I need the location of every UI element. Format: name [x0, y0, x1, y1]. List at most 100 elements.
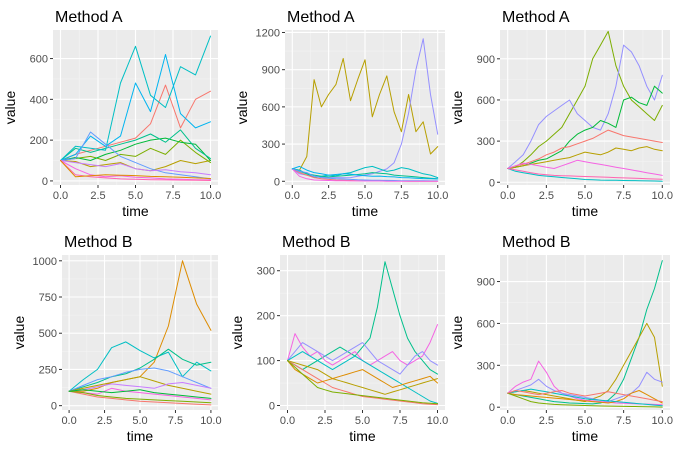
series-line-10	[60, 160, 211, 181]
y-tick-label: 100	[257, 356, 275, 368]
panel-4: 0.0 2.5 5.0 7.5 10.0 0 250 500 750 1000 Method B ti…	[11, 234, 222, 444]
chart-title: Method A	[502, 9, 570, 26]
series-group	[60, 35, 211, 181]
y-tick-label: 900	[262, 65, 280, 77]
series-line-9	[60, 160, 211, 176]
series-line-6	[60, 35, 211, 161]
chart-title: Method B	[64, 234, 132, 251]
x-tick-label: 10.0	[200, 190, 221, 202]
series-line-12	[60, 160, 211, 179]
x-tick-label: 2.5	[97, 415, 112, 427]
y-axis-label: value	[449, 316, 465, 350]
x-tick-label: 2.5	[317, 415, 332, 427]
series-line-3	[507, 85, 663, 169]
series-line-3	[287, 360, 438, 395]
y-axis-label: value	[449, 91, 465, 125]
series-line-8	[287, 360, 438, 405]
x-tick-label: 7.5	[616, 415, 631, 427]
series-line-2	[68, 341, 212, 392]
x-tick-label: 0.0	[53, 190, 68, 202]
y-tick-label: 600	[30, 54, 48, 66]
x-axis-label: time	[349, 428, 376, 444]
x-tick-label: 0.0	[61, 415, 76, 427]
x-tick-label: 7.5	[616, 190, 631, 202]
y-tick-label: 300	[477, 136, 495, 148]
y-tick-label: 300	[477, 360, 495, 372]
x-tick-label: 0.0	[500, 415, 515, 427]
series-line-6	[507, 159, 663, 176]
series-line-7	[507, 392, 663, 408]
y-tick-label: 200	[30, 135, 48, 147]
chart-title: Method A	[287, 9, 355, 26]
y-tick-label: 0	[269, 401, 275, 413]
series-group	[68, 260, 212, 406]
series-line-8	[291, 165, 439, 180]
y-tick-label: 0	[51, 401, 57, 413]
y-tick-label: 300	[257, 266, 275, 278]
x-tick-label: 10.0	[652, 415, 673, 427]
panel-6: 0.0 2.5 5.0 7.5 10.0 0 300 600 900 Method B time va…	[449, 234, 673, 444]
y-axis-label: value	[2, 91, 18, 125]
y-tick-label: 1000	[33, 256, 57, 268]
y-tick-label: 600	[477, 318, 495, 330]
x-tick-label: 5.0	[128, 190, 143, 202]
series-line-8	[68, 390, 212, 406]
series-line-8	[60, 131, 211, 180]
x-tick-label: 10.0	[427, 415, 448, 427]
y-tick-label: 0	[274, 176, 280, 188]
x-tick-label: 2.5	[321, 190, 336, 202]
x-axis-label: time	[127, 428, 154, 444]
y-tick-label: 0	[489, 402, 495, 414]
series-line-5	[507, 390, 663, 404]
y-axis-label: value	[229, 316, 245, 350]
panel-3: 0.0 2.5 5.0 7.5 10.0 0 300 600 900 Method A time va…	[449, 9, 673, 219]
panel-1: 0.0 2.5 5.0 7.5 10.0 0 200 400 600 Method A time va…	[2, 9, 221, 219]
series-group	[507, 30, 663, 182]
y-tick-label: 400	[30, 94, 48, 106]
series-line-8	[507, 390, 663, 403]
x-tick-label: 0.0	[500, 190, 515, 202]
series-group	[287, 261, 438, 406]
y-axis-label: value	[11, 316, 27, 350]
series-line-10	[68, 389, 212, 399]
y-tick-label: 900	[477, 277, 495, 289]
series-line-8	[507, 168, 663, 180]
x-axis-label: time	[572, 428, 599, 444]
y-axis-label: value	[234, 91, 250, 125]
series-line-4	[291, 168, 439, 180]
x-tick-label: 2.5	[90, 190, 105, 202]
series-line-6	[507, 388, 663, 407]
y-tick-label: 750	[39, 292, 57, 304]
x-tick-label: 10.0	[427, 190, 448, 202]
y-tick-label: 200	[257, 311, 275, 323]
y-tick-label: 1200	[256, 27, 280, 39]
x-tick-label: 5.0	[577, 190, 592, 202]
x-tick-label: 0.0	[285, 190, 300, 202]
series-line-3	[68, 348, 212, 392]
x-tick-label: 5.0	[132, 415, 147, 427]
x-tick-label: 7.5	[392, 415, 407, 427]
x-tick-label: 2.5	[539, 190, 554, 202]
y-tick-label: 250	[39, 364, 57, 376]
x-tick-label: 0.0	[280, 415, 295, 427]
y-tick-label: 0	[42, 176, 48, 188]
series-line-7	[68, 387, 212, 401]
series-line-7	[60, 54, 211, 161]
y-tick-label: 900	[477, 54, 495, 66]
x-axis-label: time	[352, 203, 379, 219]
chart-title: Method B	[502, 234, 570, 251]
series-line-1	[291, 58, 439, 171]
series-line-5	[287, 351, 438, 404]
y-tick-label: 500	[39, 328, 57, 340]
y-tick-label: 600	[477, 95, 495, 107]
chart-title: Method A	[55, 9, 123, 26]
x-axis-label: time	[122, 203, 149, 219]
series-line-7	[507, 168, 663, 182]
series-group	[507, 260, 663, 408]
series-line-7	[287, 360, 438, 388]
x-tick-label: 10.0	[652, 190, 673, 202]
x-tick-label: 5.0	[355, 415, 370, 427]
series-line-5	[60, 129, 211, 161]
series-line-3	[60, 139, 211, 164]
